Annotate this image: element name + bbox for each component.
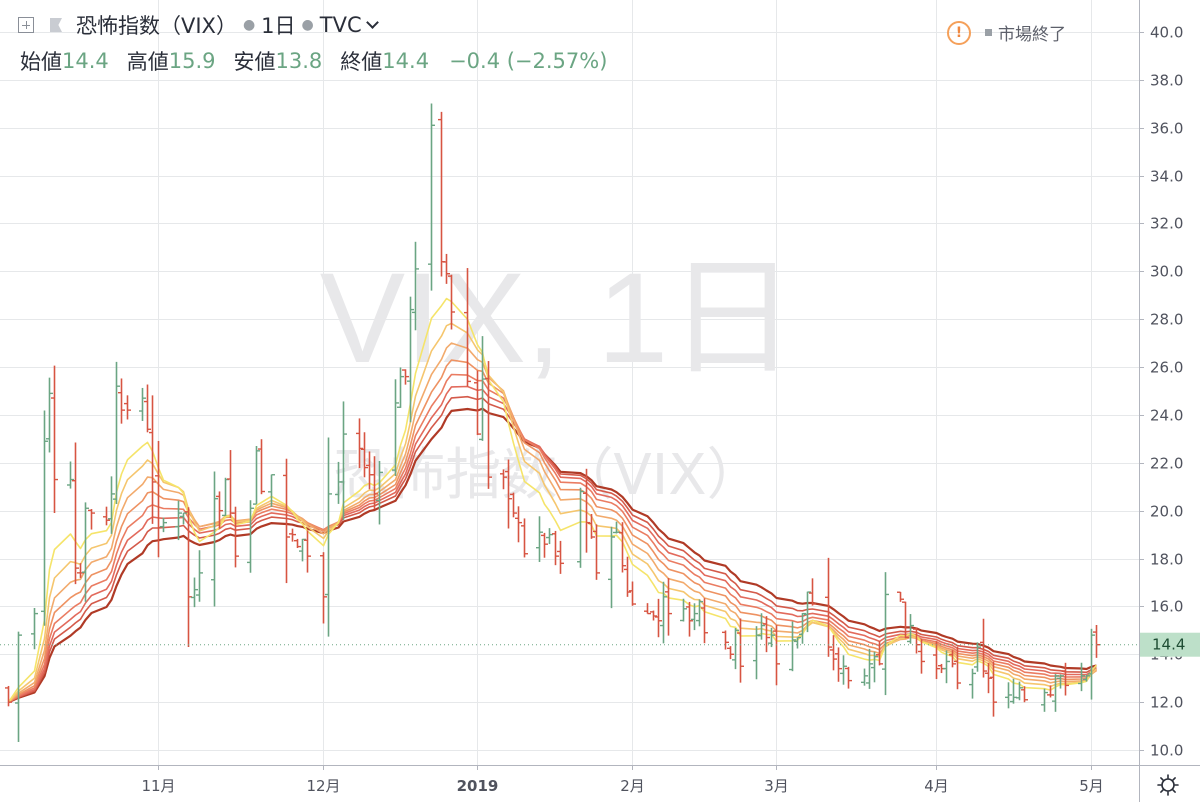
y-tick-label: 40.0 <box>1150 24 1183 42</box>
ema-line-30 <box>8 407 1097 704</box>
last-price-badge: 14.4 <box>1140 632 1200 657</box>
y-tick-label: 28.0 <box>1150 311 1183 329</box>
open-label: 始値 <box>20 50 62 74</box>
y-tick-label: 36.0 <box>1150 120 1183 138</box>
x-tick-label: 12月 <box>306 777 340 795</box>
ema-line-26 <box>8 395 1097 703</box>
x-tick-label: 5月 <box>1079 777 1104 795</box>
market-status: ! 市場終了 <box>947 20 1066 45</box>
symbol-row: 恐怖指数（VIX） ● 1日 ● TVC <box>18 10 379 40</box>
close-value: 14.4 <box>382 49 430 73</box>
close-label: 終値 <box>340 50 383 74</box>
x-tick-label: 2019 <box>457 777 499 795</box>
separator-dot-icon: ● <box>242 17 256 33</box>
status-square-icon <box>985 29 992 36</box>
y-tick-label: 34.0 <box>1150 168 1183 186</box>
ema-line-8 <box>7 297 1098 703</box>
open-value: 14.4 <box>62 49 109 73</box>
y-tick-label: 16.0 <box>1150 598 1183 616</box>
high-label: 高値 <box>126 50 169 74</box>
exchange-label[interactable]: TVC <box>319 13 362 37</box>
symbol-title[interactable]: 恐怖指数（VIX） <box>76 14 237 38</box>
last-price-bg <box>1140 632 1200 657</box>
ohlc-row: 始値 14.4 高値 15.9 安値 13.8 終値 14.4 −0.4 (−2… <box>20 46 607 76</box>
market-status-label: 市場終了 <box>998 25 1066 45</box>
y-tick-label: 32.0 <box>1150 215 1183 233</box>
y-tick-label: 24.0 <box>1150 407 1183 425</box>
settings-gear-icon[interactable] <box>1157 774 1179 796</box>
x-axis-ticks[interactable]: 11月 12月 2019 2月 3月 4月 5月 <box>141 765 1104 795</box>
low-value: 13.8 <box>275 49 323 73</box>
y-tick-label: 10.0 <box>1150 742 1183 760</box>
alert-icon[interactable]: ! <box>947 20 971 45</box>
change-value: −0.4 (−2.57%) <box>449 49 608 73</box>
x-tick-label: 4月 <box>924 777 949 795</box>
high-value: 15.9 <box>168 49 216 73</box>
x-tick-label: 11月 <box>141 777 175 795</box>
y-tick-label: 18.0 <box>1150 551 1183 569</box>
y-tick-label: 12.0 <box>1150 694 1183 712</box>
low-label: 安値 <box>233 50 276 74</box>
y-axis-ticks[interactable]: 10.012.014.016.018.020.022.024.026.028.0… <box>1139 24 1183 760</box>
ema-line-17 <box>8 359 1097 703</box>
watermark-symbol-interval: VIX, 1日 <box>320 247 797 390</box>
chart-legend: 恐怖指数（VIX） ● 1日 ● TVC 始値 14.4 高値 15.9 安値 … <box>0 6 1140 74</box>
x-tick-label: 3月 <box>764 777 789 795</box>
y-tick-label: 38.0 <box>1150 72 1183 90</box>
ema-line-14 <box>7 342 1097 703</box>
chevron-down-icon[interactable] <box>365 15 379 29</box>
x-tick-label: 2月 <box>620 777 645 795</box>
flag-icon[interactable] <box>50 18 62 32</box>
interval-label[interactable]: 1日 <box>261 14 296 38</box>
ohlc-bars <box>5 103 1100 742</box>
last-price-label: 14.4 <box>1152 636 1185 654</box>
y-tick-label: 26.0 <box>1150 359 1183 377</box>
separator-dot-icon: ● <box>301 17 314 33</box>
y-tick-label: 22.0 <box>1150 455 1183 473</box>
expand-icon[interactable] <box>18 17 34 33</box>
y-tick-label: 30.0 <box>1150 263 1183 281</box>
y-tick-label: 20.0 <box>1150 503 1183 521</box>
ema-ribbon <box>7 297 1098 704</box>
